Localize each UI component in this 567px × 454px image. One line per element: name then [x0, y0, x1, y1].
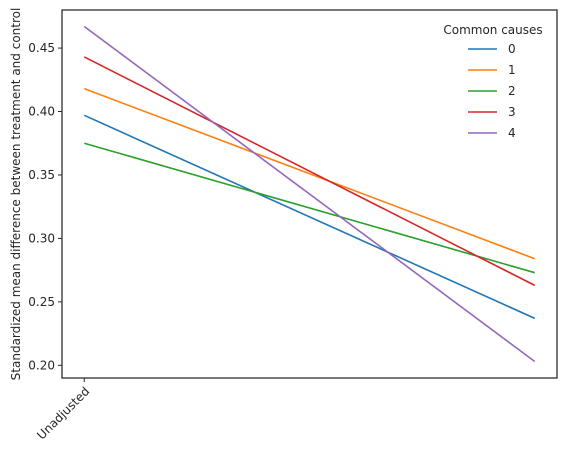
series-line-2	[84, 142, 535, 274]
y-axis-label: Standardized mean difference between tre…	[9, 8, 23, 381]
y-tick-label: 0.20	[28, 358, 55, 372]
legend-label-1: 1	[508, 63, 516, 77]
series-line-4	[83, 25, 536, 363]
plot-frame	[61, 9, 558, 379]
y-tick-label: 0.35	[28, 168, 55, 182]
x-tick-label: Unadjusted	[34, 384, 92, 442]
y-tick-label: 0.40	[28, 105, 55, 119]
series-lines	[83, 25, 536, 363]
y-tick-label: 0.25	[28, 295, 55, 309]
legend-label-4: 4	[508, 126, 516, 140]
series-line-3	[83, 56, 536, 287]
legend: Common causes 0 1 2 3 4	[443, 23, 542, 140]
legend-title: Common causes	[443, 23, 542, 37]
legend-label-0: 0	[508, 42, 516, 56]
series-line-1	[83, 87, 536, 260]
y-tick-label: 0.45	[28, 41, 55, 55]
legend-label-3: 3	[508, 105, 516, 119]
legend-label-2: 2	[508, 84, 516, 98]
x-axis-ticks: Unadjusted	[34, 378, 92, 442]
y-tick-label: 0.30	[28, 231, 55, 245]
y-axis-ticks: 0.20 0.25 0.30 0.35 0.40 0.45	[28, 41, 62, 372]
series-line-0	[83, 114, 536, 320]
